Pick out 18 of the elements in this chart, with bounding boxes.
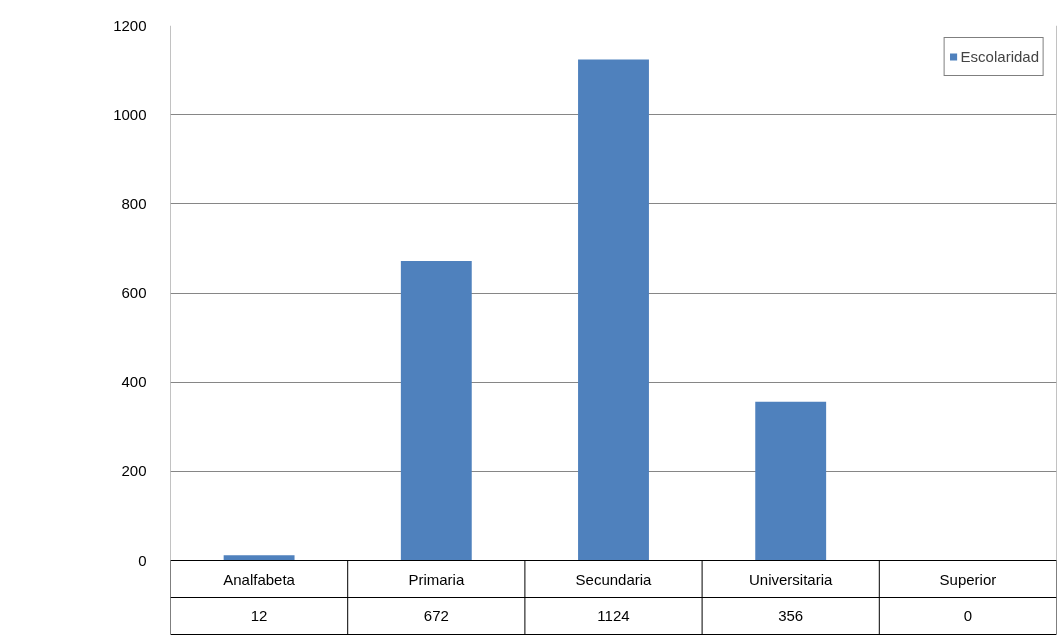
- data-label: 12: [250, 607, 268, 624]
- y-tick-label: 200: [121, 462, 147, 480]
- y-tick-label: 0: [138, 551, 147, 569]
- x-tick-label: Universitaria: [749, 570, 834, 588]
- y-tick-label: 1000: [113, 105, 147, 123]
- y-tick-label: 800: [121, 194, 147, 212]
- legend-label: Escolaridad: [960, 47, 1039, 67]
- data-label: 1124: [597, 607, 630, 624]
- data-label: 356: [778, 607, 804, 624]
- y-tick-label: 1200: [113, 16, 147, 34]
- data-label: 672: [423, 607, 449, 624]
- x-tick-label: Superior: [939, 570, 997, 588]
- y-tick-label: 400: [121, 373, 147, 391]
- x-tick-label: Secundaria: [575, 570, 653, 588]
- x-tick-label: Primaria: [408, 570, 465, 588]
- data-label: 0: [963, 607, 973, 624]
- x-tick-label: Analfabeta: [223, 570, 296, 588]
- y-tick-label: 600: [121, 284, 147, 301]
